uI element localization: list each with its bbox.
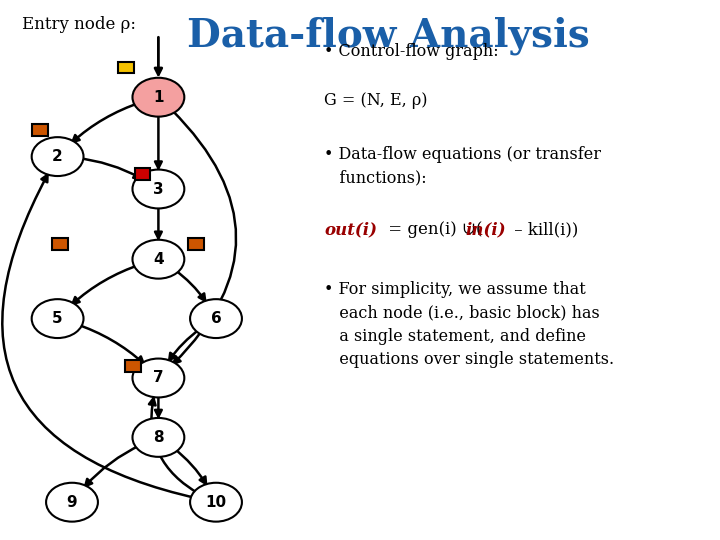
FancyBboxPatch shape [135, 168, 150, 180]
Text: 6: 6 [211, 311, 221, 326]
Text: G = (N, E, ρ): G = (N, E, ρ) [324, 92, 428, 109]
Text: 9: 9 [67, 495, 77, 510]
Text: = gen(i) ∪(: = gen(i) ∪( [383, 221, 482, 238]
FancyBboxPatch shape [32, 124, 48, 136]
Circle shape [32, 137, 84, 176]
Text: 7: 7 [153, 370, 163, 386]
Circle shape [132, 418, 184, 457]
Circle shape [132, 359, 184, 397]
Text: Entry node ρ:: Entry node ρ: [22, 16, 135, 33]
FancyBboxPatch shape [118, 62, 134, 73]
FancyBboxPatch shape [188, 238, 204, 250]
Circle shape [46, 483, 98, 522]
Text: Data-flow Analysis: Data-flow Analysis [187, 16, 590, 55]
Text: 3: 3 [153, 181, 163, 197]
Text: out(i): out(i) [324, 221, 377, 238]
Text: 10: 10 [205, 495, 227, 510]
Circle shape [132, 170, 184, 208]
FancyBboxPatch shape [52, 238, 68, 250]
Circle shape [190, 299, 242, 338]
Text: 1: 1 [153, 90, 163, 105]
Text: 2: 2 [53, 149, 63, 164]
Circle shape [32, 299, 84, 338]
Text: • Data-flow equations (or transfer
   functions):: • Data-flow equations (or transfer funct… [324, 146, 601, 186]
Text: – kill(i)): – kill(i)) [509, 221, 578, 238]
Text: • Control-flow graph:: • Control-flow graph: [324, 43, 499, 60]
Text: 8: 8 [153, 430, 163, 445]
Circle shape [132, 240, 184, 279]
Text: • For simplicity, we assume that
   each node (i.e., basic block) has
   a singl: • For simplicity, we assume that each no… [324, 281, 614, 368]
FancyBboxPatch shape [125, 360, 141, 372]
Circle shape [190, 483, 242, 522]
Text: 4: 4 [153, 252, 163, 267]
Text: in(i): in(i) [466, 221, 506, 238]
Circle shape [132, 78, 184, 117]
Text: 5: 5 [53, 311, 63, 326]
